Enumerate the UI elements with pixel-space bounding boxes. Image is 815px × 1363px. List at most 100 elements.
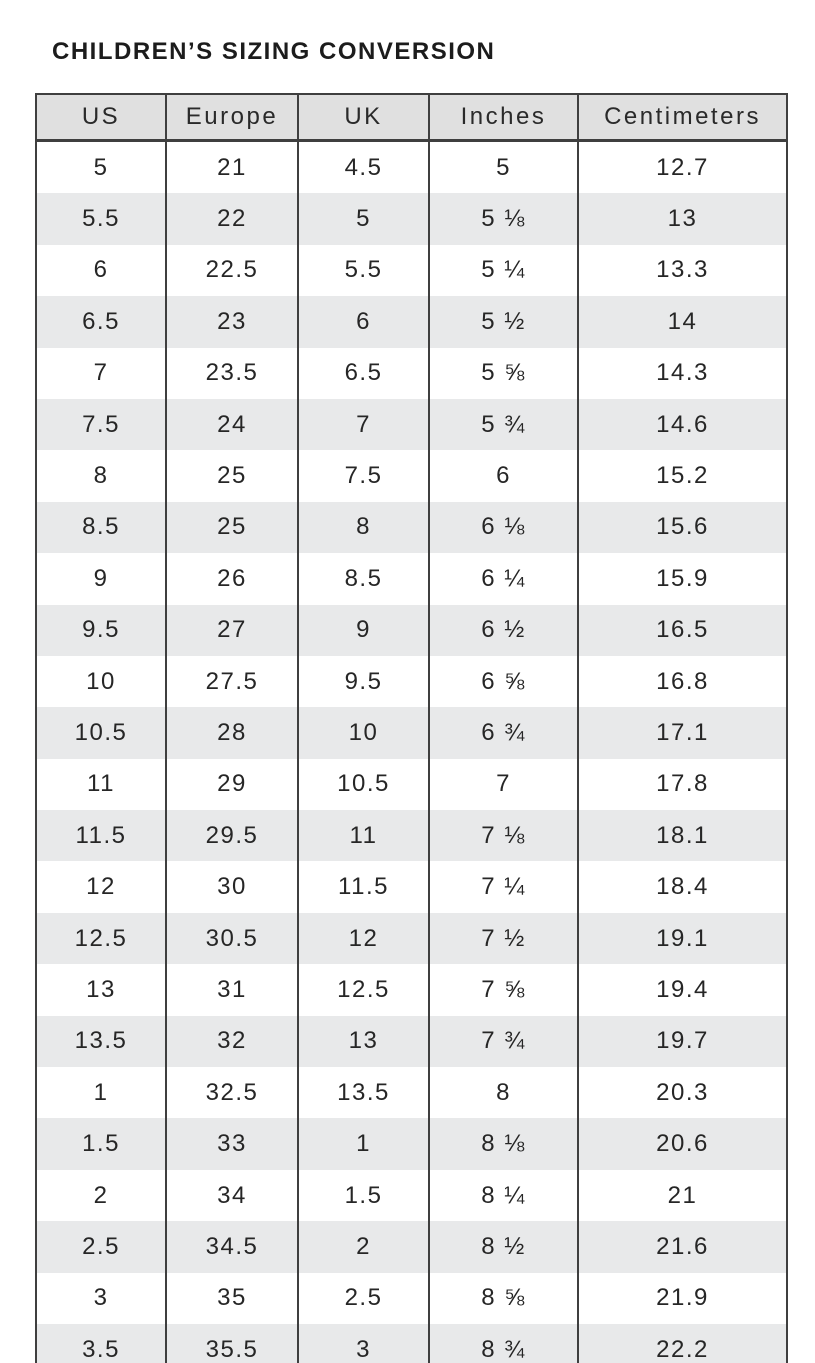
table-row: 11 29 10.5 7 17.8	[35, 758, 788, 811]
table-cell: 8 ¼	[428, 1169, 579, 1222]
table-row: 3 35 2.5 8 ⅝ 21.9	[35, 1272, 788, 1324]
table-cell: 6 ½	[428, 604, 579, 656]
table-cell: 35.5	[165, 1323, 299, 1363]
table-cell: 6 ¾	[428, 707, 579, 759]
table-cell: 30	[165, 861, 299, 913]
table-cell: 24	[165, 398, 299, 451]
table-cell: 14	[577, 296, 788, 348]
table-row: 13 31 12.5 7 ⅝ 19.4	[35, 964, 788, 1016]
table-row: 10.5 28 10 6 ¾ 17.1	[35, 707, 788, 759]
table-cell: 1.5	[297, 1169, 430, 1222]
table-cell: 3	[297, 1323, 430, 1363]
table-cell: 15.9	[577, 553, 788, 605]
table-cell: 3.5	[35, 1323, 167, 1363]
table-row: 3.5 35.5 3 8 ¾ 22.2	[35, 1323, 788, 1363]
table-cell: 7 ⅝	[428, 964, 579, 1016]
table-cell: 31	[165, 964, 299, 1016]
table-cell: 10.5	[35, 707, 167, 759]
table-cell: 13.5	[297, 1067, 430, 1119]
table-cell: 12.5	[297, 964, 430, 1016]
table-cell: 19.4	[577, 964, 788, 1016]
table-cell: 7.5	[297, 450, 430, 502]
table-cell: 6.5	[35, 296, 167, 348]
table-cell: 34	[165, 1169, 299, 1222]
table-cell: 17.8	[577, 758, 788, 811]
table-cell: 11.5	[35, 810, 167, 862]
table-cell: 27.5	[165, 655, 299, 708]
table-cell: 8	[35, 450, 167, 502]
table-cell: 12.7	[577, 140, 788, 194]
table-cell: 9.5	[297, 655, 430, 708]
table-cell: 6	[35, 244, 167, 297]
table-cell: 23	[165, 296, 299, 348]
table-cell: 6 ¼	[428, 553, 579, 605]
table-cell: 22.5	[165, 244, 299, 297]
table-cell: 22.2	[577, 1323, 788, 1363]
table-cell: 16.8	[577, 655, 788, 708]
table-cell: 3	[35, 1272, 167, 1324]
table-row: 12 30 11.5 7 ¼ 18.4	[35, 861, 788, 913]
table-cell: 5	[428, 140, 579, 194]
table-cell: 22	[165, 193, 299, 245]
table-row: 9.5 27 9 6 ½ 16.5	[35, 604, 788, 656]
table-cell: 15.2	[577, 450, 788, 502]
table-cell: 12.5	[35, 912, 167, 965]
column-header-us: US	[35, 93, 167, 142]
table-cell: 21	[577, 1169, 788, 1222]
table-cell: 13	[297, 1015, 430, 1068]
table-cell: 4.5	[297, 140, 430, 194]
table-cell: 11	[297, 810, 430, 862]
table-cell: 5 ⅝	[428, 347, 579, 399]
table-cell: 7	[297, 398, 430, 451]
table-cell: 7.5	[35, 398, 167, 451]
table-cell: 2	[35, 1169, 167, 1222]
table-cell: 19.7	[577, 1015, 788, 1068]
table-cell: 9	[35, 553, 167, 605]
table-cell: 2	[297, 1221, 430, 1273]
table-cell: 27	[165, 604, 299, 656]
table-cell: 8 ⅝	[428, 1272, 579, 1324]
table-cell: 8 ½	[428, 1221, 579, 1273]
table-cell: 18.1	[577, 810, 788, 862]
table-cell: 5	[297, 193, 430, 245]
column-header-centimeters: Centimeters	[577, 93, 788, 142]
table-cell: 30.5	[165, 912, 299, 965]
table-cell: 10.5	[297, 758, 430, 811]
table-cell: 26	[165, 553, 299, 605]
table-cell: 21	[165, 140, 299, 194]
table-cell: 13.5	[35, 1015, 167, 1068]
table-cell: 25	[165, 501, 299, 554]
table-row: 2 34 1.5 8 ¼ 21	[35, 1169, 788, 1222]
column-header-uk: UK	[297, 93, 430, 142]
table-body: 5 21 4.5 5 12.7 5.5 22 5 5 ⅛ 13 6 22.5 5.5 5 ¼ 13.3 6.5…	[35, 140, 788, 1363]
table-cell: 8.5	[35, 501, 167, 554]
table-cell: 12	[35, 861, 167, 913]
table-cell: 1.5	[35, 1118, 167, 1170]
table-cell: 7	[428, 758, 579, 811]
page-title: CHILDREN’S SIZING CONVERSION	[52, 38, 496, 65]
table-cell: 11.5	[297, 861, 430, 913]
table-row: 11.5 29.5 11 7 ⅛ 18.1	[35, 810, 788, 862]
table-cell: 1	[35, 1067, 167, 1119]
table-cell: 8 ¾	[428, 1323, 579, 1363]
table-row: 12.5 30.5 12 7 ½ 19.1	[35, 912, 788, 965]
table-cell: 15.6	[577, 501, 788, 554]
table-cell: 5.5	[297, 244, 430, 297]
table-row: 1.5 33 1 8 ⅛ 20.6	[35, 1118, 788, 1170]
table-cell: 20.6	[577, 1118, 788, 1170]
table-cell: 7 ⅛	[428, 810, 579, 862]
table-cell: 5 ⅛	[428, 193, 579, 245]
table-cell: 19.1	[577, 912, 788, 965]
column-header-europe: Europe	[165, 93, 299, 142]
table-row: 9 26 8.5 6 ¼ 15.9	[35, 553, 788, 605]
table-cell: 34.5	[165, 1221, 299, 1273]
table-cell: 7	[35, 347, 167, 399]
table-cell: 29.5	[165, 810, 299, 862]
table-cell: 8	[297, 501, 430, 554]
table-cell: 10	[297, 707, 430, 759]
table-row: 5 21 4.5 5 12.7	[35, 140, 788, 194]
table-cell: 28	[165, 707, 299, 759]
table-cell: 5.5	[35, 193, 167, 245]
table-cell: 8	[428, 1067, 579, 1119]
table-cell: 8.5	[297, 553, 430, 605]
